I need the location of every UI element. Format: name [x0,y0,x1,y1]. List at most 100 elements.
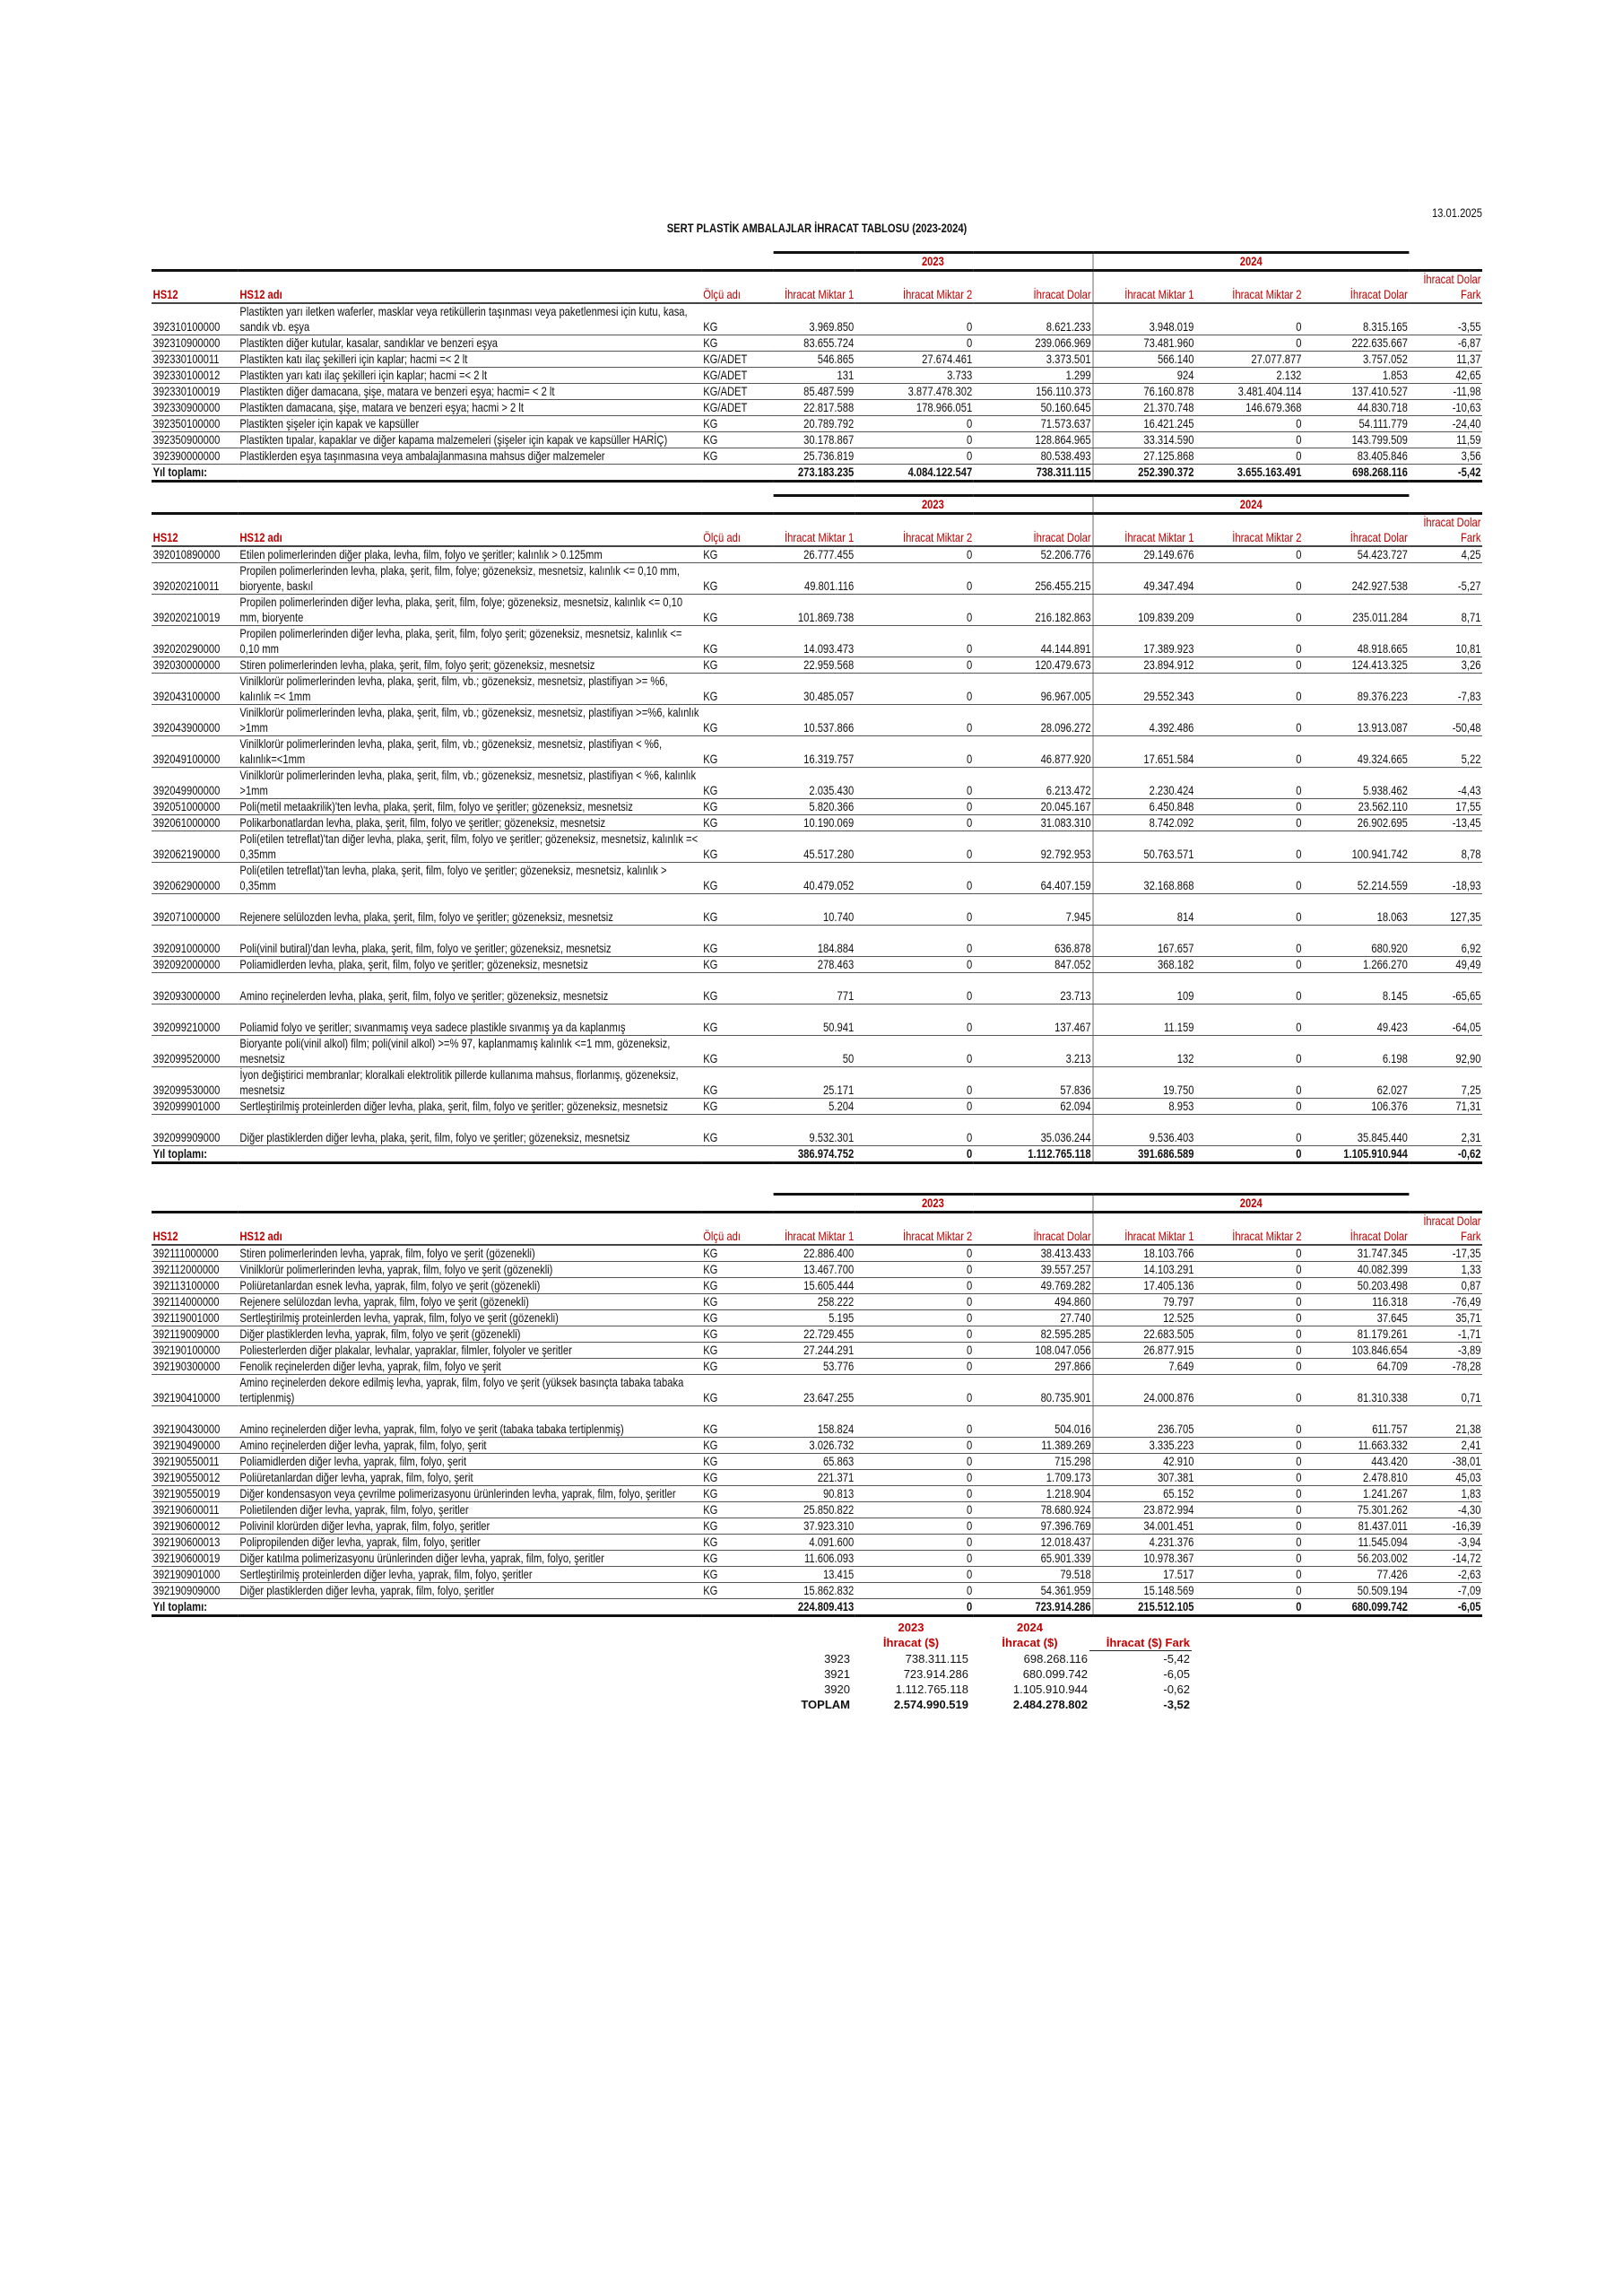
cell-m2-2023: 0 [855,415,974,432]
year-2024-header: 2024 [1092,1193,1410,1213]
cell-m2-2023: 0 [855,1326,974,1343]
cell-m2-2023: 0 [855,1501,974,1518]
cell-unit: KG [701,814,774,831]
cell-usd-2023: 71.573.637 [973,415,1094,432]
cell-usd-2023: 27.740 [973,1309,1094,1326]
cell-usd-2024: 143.799.509 [1303,431,1410,448]
summary-total-usd-2024: 2.484.278.802 [1012,1698,1088,1711]
header-hs12: HS12 [152,513,239,547]
cell-m1-2024: 34.001.451 [1092,1518,1196,1535]
cell-unit: KG [701,1453,774,1470]
cell-usd-2024: 26.902.695 [1303,814,1410,831]
cell-name: Amino reçinelerden diğer levha, yaprak, … [238,1437,702,1454]
header-m1-2023: İhracat Miktar 1 [773,270,855,304]
header-unit: Ölçü adı [701,513,774,547]
cell-m1-2023: 50.941 [773,1004,855,1036]
cell-m1-2023: 45.517.280 [773,831,855,863]
summary-header-usd-2023: İhracat ($) [882,1636,940,1650]
cell-unit: KG [701,1582,774,1599]
cell-unit: KG [701,1534,774,1551]
report-title: SERT PLASTİK AMBALAJLAR İHRACAT TABLOSU … [666,221,968,235]
cell-m1-2023: 22.959.568 [773,657,855,674]
cell-name: Propilen polimerlerinden diğer levha, pl… [238,594,702,626]
cell-name: Diğer plastiklerden levha, yaprak, film,… [238,1326,702,1343]
summary-total-diff: -3,52 [1163,1698,1190,1711]
cell-unit: KG [701,1501,774,1518]
cell-m1-2023: 2.035.430 [773,767,855,799]
cell-code: 392099530000 [152,1066,239,1099]
cell-unit: KG [701,415,774,432]
cell-usd-2023: 256.455.215 [973,562,1094,595]
cell-diff: 4,25 [1409,546,1483,563]
total-usd-2024: 698.268.116 [1303,464,1410,483]
summary-diff: -6,05 [1163,1667,1190,1681]
cell-unit: KG [701,1261,774,1278]
header-m2-2023: İhracat Miktar 2 [855,1212,974,1246]
cell-m1-2024: 29.552.343 [1092,673,1196,705]
cell-diff: -10,63 [1409,399,1483,416]
cell-m2-2023: 0 [855,1245,974,1262]
cell-unit: KG [701,1035,774,1067]
cell-usd-2024: 13.913.087 [1303,704,1410,736]
cell-usd-2024: 8.315.165 [1303,303,1410,335]
cell-name: Poliamidlerden levha, plaka, şerit, film… [238,956,702,973]
header-m1-2024: İhracat Miktar 1 [1092,513,1196,547]
cell-m2-2023: 0 [855,1374,974,1406]
cell-m2-2024: 0 [1195,1326,1304,1343]
cell-diff: 17,55 [1409,798,1483,815]
cell-m1-2023: 278.463 [773,956,855,973]
cell-code: 392190600012 [152,1518,239,1535]
cell-m2-2023: 0 [855,1293,974,1310]
cell-code: 392020210011 [152,562,239,595]
cell-m1-2024: 10.978.367 [1092,1550,1196,1567]
cell-m2-2024: 0 [1195,1293,1304,1310]
cell-diff: 1,33 [1409,1261,1483,1278]
summary-usd-2023: 723.914.286 [903,1667,968,1681]
table-row: 392049900000 Vinilklorür polimerlerinden … [152,767,1483,799]
cell-code: 392190410000 [152,1374,239,1406]
cell-m1-2023: 184.884 [773,925,855,957]
year-2024-header: 2024 [1092,251,1410,272]
cell-unit: KG [701,673,774,705]
cell-m1-2023: 85.487.599 [773,383,855,400]
cell-usd-2024: 23.562.110 [1303,798,1410,815]
cell-diff: 3,56 [1409,448,1483,465]
cell-usd-2024: 103.846.654 [1303,1342,1410,1359]
cell-usd-2023: 3.373.501 [973,351,1094,368]
cell-code: 392190600019 [152,1550,239,1567]
cell-m1-2023: 15.605.444 [773,1277,855,1294]
cell-diff: 127,35 [1409,893,1483,926]
cell-usd-2023: 636.878 [973,925,1094,957]
summary-header-usd-2024: İhracat ($) [1002,1636,1058,1650]
year-header-row: 2023 2024 [152,251,1483,272]
cell-m1-2024: 23.894.912 [1092,657,1196,674]
cell-usd-2024: 50.509.194 [1303,1582,1410,1599]
cell-m1-2024: 42.910 [1092,1453,1196,1470]
summary-label: 3921 [824,1667,850,1681]
table-row: 392330100012 Plastikten yarı katı ilaç şe… [152,367,1483,384]
cell-usd-2024: 106.376 [1303,1098,1410,1115]
cell-name: Vinilklorür polimerlerinden levha, plaka… [238,767,702,799]
cell-usd-2024: 50.203.498 [1303,1277,1410,1294]
cell-m2-2023: 0 [855,1114,974,1146]
cell-usd-2023: 52.206.776 [973,546,1094,563]
spacer-cell [1409,252,1483,272]
header-unit: Ölçü adı [701,1212,774,1246]
cell-code: 392112000000 [152,1261,239,1278]
cell-name: Propilen polimerlerinden levha, plaka, ş… [238,562,702,595]
cell-unit: KG [701,1277,774,1294]
cell-m1-2024: 50.763.571 [1092,831,1196,863]
cell-m1-2023: 50 [773,1035,855,1067]
cell-m1-2024: 24.000.876 [1092,1374,1196,1406]
cell-m1-2023: 25.171 [773,1066,855,1099]
cell-m2-2024: 0 [1195,1501,1304,1518]
year-header-row: 2023 2024 [152,1193,1483,1213]
cell-code: 392190600011 [152,1501,239,1518]
cell-m1-2023: 22.817.588 [773,399,855,416]
cell-m2-2024: 0 [1195,862,1304,894]
spacer-cell [701,495,774,515]
cell-usd-2023: 847.052 [973,956,1094,973]
cell-code: 392061000000 [152,814,239,831]
cell-usd-2024: 77.426 [1303,1566,1410,1583]
cell-m1-2023: 83.655.724 [773,335,855,352]
